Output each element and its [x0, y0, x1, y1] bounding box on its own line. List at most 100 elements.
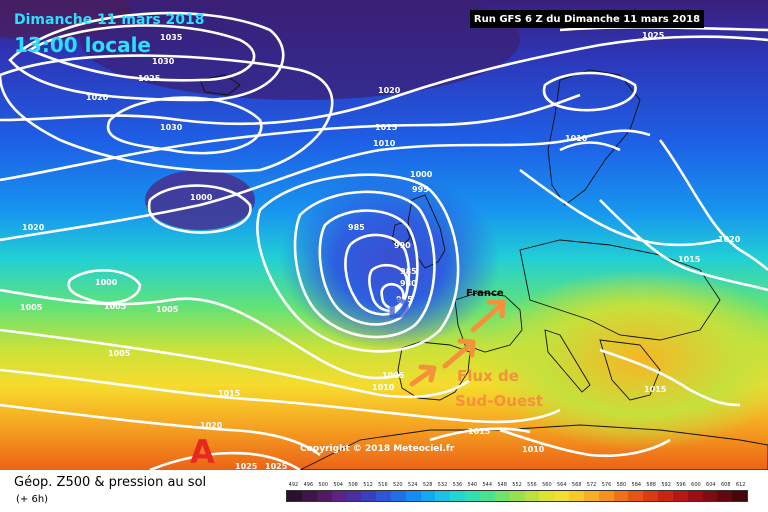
isobar-label: 985: [348, 223, 365, 232]
flow-arrow: [409, 367, 435, 387]
scale-label: 516: [378, 482, 388, 488]
isobar-label: 1005: [104, 302, 127, 311]
scale-label: 608: [720, 482, 731, 488]
isobar-1015-balkan: [599, 348, 741, 407]
isobar-label: 1020: [718, 235, 741, 244]
scale-label: 572: [586, 482, 597, 488]
scale-label: 552: [512, 482, 522, 488]
isobar-label: 1020: [86, 93, 109, 102]
isobar-label: 1005: [156, 305, 179, 314]
isobar-1020-east: [658, 139, 768, 271]
isobar-1010-south: [0, 328, 471, 399]
scale-swatch: [643, 491, 659, 501]
isobar-label: 1010: [522, 445, 545, 454]
isobar-1010-africa: [499, 428, 671, 458]
isobar-990: [318, 209, 419, 326]
scale-label: 496: [303, 482, 314, 488]
isobar-labels: 1035 1030 1025 1020 1030 1000 1020 1000 …: [20, 31, 741, 470]
isobar-label: 1010: [565, 134, 588, 143]
scale-swatch: [346, 491, 362, 501]
scale-swatch: [301, 491, 317, 501]
isobar-label: 975: [396, 295, 413, 304]
high-pressure-marker: A: [190, 433, 215, 470]
flow-label-line2: Sud-Ouest: [455, 392, 543, 410]
scale-label: 528: [422, 482, 433, 488]
isobar-1020-east-line: [519, 168, 721, 247]
france: [454, 291, 523, 353]
scale-swatch: [628, 491, 644, 501]
isobar-label: 1000: [410, 170, 433, 179]
scale-swatch: [287, 491, 302, 501]
isobar-label: 1000: [190, 193, 213, 202]
scale-swatch: [554, 491, 570, 501]
scale-label: 612: [735, 482, 746, 488]
north-africa: [299, 424, 768, 470]
isobar-label: 1020: [22, 223, 45, 232]
isobar-1000: [256, 173, 460, 353]
flow-arrow-head: [418, 364, 437, 383]
warm-anomaly-east: [480, 270, 768, 450]
isobar-label: 1010: [373, 139, 396, 148]
scale-swatch: [598, 491, 614, 501]
isobar-label: 995: [412, 185, 429, 194]
isobar-1020-north: [0, 35, 768, 126]
iceland: [199, 74, 241, 96]
italy: [544, 329, 591, 393]
cold-core-north: [80, 0, 520, 100]
legend-footer: Géop. Z500 & pression au sol (+ 6h) 492 4…: [0, 470, 768, 512]
scale-label: 568: [571, 482, 582, 488]
isobar-label: 1000: [95, 278, 118, 287]
scale-swatch: [420, 491, 436, 501]
scale-swatch: [479, 491, 495, 501]
isobar-1015-south: [0, 368, 561, 424]
scale-swatch: [494, 491, 510, 501]
isobar-980: [368, 263, 409, 312]
flow-arrow: [470, 303, 503, 333]
scale-swatch: [465, 491, 480, 501]
scale-label: 548: [497, 482, 507, 488]
isobar-label: 1015: [218, 389, 241, 398]
color-scale: 492 496 500 504 508 512 516 520 524 528 532 536 540 5…: [286, 480, 748, 502]
isobar-1030-west: [106, 96, 263, 155]
isobar-label: 990: [394, 241, 411, 250]
scale-label: 512: [363, 482, 373, 488]
isobar-label: 985: [400, 267, 417, 276]
isobar-label: 1030: [160, 123, 183, 132]
scale-swatch: [613, 491, 629, 501]
low-pressure-marker: D: [387, 292, 410, 325]
isobar-1005-sw: [0, 288, 401, 380]
forecast-date: Dimanche 11 mars 2018: [14, 12, 205, 28]
isobar-1015: [0, 93, 581, 182]
isobar-1025: [0, 54, 334, 173]
scale-swatch: [376, 491, 391, 501]
scale-swatch: [316, 491, 332, 501]
scale-swatch: [569, 491, 584, 501]
scale-swatch: [390, 491, 406, 501]
scale-swatch: [583, 491, 599, 501]
scale-label: 508: [348, 482, 358, 488]
isobar-1025-south: [149, 451, 301, 470]
scale-label: 500: [318, 482, 329, 488]
scale-label: 596: [676, 482, 686, 488]
legend-title: Géop. Z500 & pression au sol: [14, 475, 207, 490]
central-europe: [519, 239, 721, 341]
isobar-1015-east: [599, 199, 768, 292]
isobar-label: 1025: [642, 31, 665, 40]
isobar-1000-west: [147, 184, 252, 234]
scale-label: 600: [691, 482, 701, 488]
scale-label: 576: [601, 482, 612, 488]
isobar-1010-east: [559, 141, 621, 152]
isobar-label: 1005: [20, 303, 43, 312]
scale-label: 524: [407, 482, 418, 488]
scale-swatch: [405, 491, 421, 501]
isobar-1010: [0, 129, 651, 242]
balkans: [599, 339, 661, 401]
scale-label: 520: [393, 482, 403, 488]
flow-arrow-head: [486, 299, 506, 319]
isobar-label: 1015: [644, 385, 667, 394]
isobar-975: [380, 282, 405, 310]
scale-label: 592: [661, 482, 671, 488]
scale-label: 536: [452, 482, 463, 488]
scale-swatch: [672, 491, 688, 501]
